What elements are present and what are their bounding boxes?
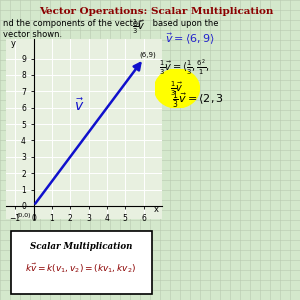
Text: $\vec{v}$: $\vec{v}$ bbox=[74, 98, 84, 114]
Text: Vector Operations: Scalar Multiplication: Vector Operations: Scalar Multiplication bbox=[39, 8, 273, 16]
Text: $\frac{1}{3}\vec{v}$: $\frac{1}{3}\vec{v}$ bbox=[170, 80, 184, 98]
Text: x: x bbox=[154, 206, 159, 214]
Text: nd the components of the vector: nd the components of the vector bbox=[3, 20, 144, 28]
Ellipse shape bbox=[154, 69, 200, 108]
Text: $k\vec{v} = k(v_1, v_2) = (kv_1, kv_2)$: $k\vec{v} = k(v_1, v_2) = (kv_1, kv_2)$ bbox=[26, 261, 136, 275]
FancyBboxPatch shape bbox=[11, 232, 152, 293]
Text: $\frac{1}{3}\vec{v} = \langle \frac{1}{3}, \frac{6^2}{1},$: $\frac{1}{3}\vec{v} = \langle \frac{1}{3… bbox=[159, 57, 210, 77]
Text: $\vec{v} = \langle 6, 9 \rangle$: $\vec{v} = \langle 6, 9 \rangle$ bbox=[165, 32, 215, 47]
Text: based upon the: based upon the bbox=[150, 20, 218, 28]
Text: y: y bbox=[11, 38, 16, 47]
Text: vector shown.: vector shown. bbox=[3, 30, 62, 39]
Text: $\frac{1}{3}\vec{v} = \langle 2, 3$: $\frac{1}{3}\vec{v} = \langle 2, 3$ bbox=[172, 90, 224, 112]
Text: (6,9): (6,9) bbox=[139, 52, 156, 59]
Text: Scalar Multiplication: Scalar Multiplication bbox=[30, 242, 132, 251]
Text: (0,0): (0,0) bbox=[16, 212, 31, 217]
Text: $\frac{1}{3}\vec{v}$: $\frac{1}{3}\vec{v}$ bbox=[132, 18, 146, 36]
